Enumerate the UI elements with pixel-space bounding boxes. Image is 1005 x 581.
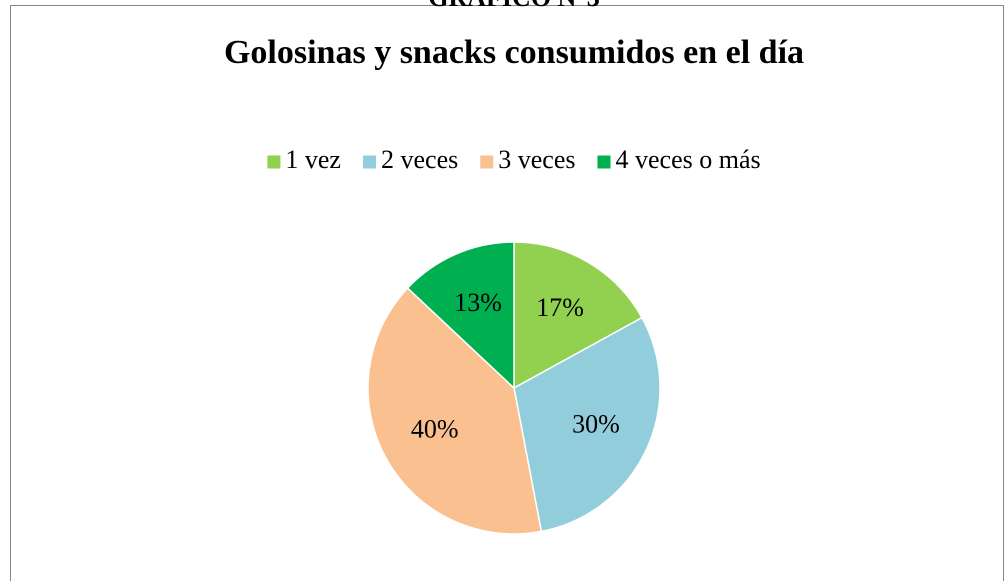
legend-swatch bbox=[267, 155, 281, 169]
data-label: 40% bbox=[411, 415, 459, 444]
legend-label: 1 vez bbox=[285, 145, 341, 174]
legend-swatch bbox=[362, 155, 376, 169]
pie-slice bbox=[406, 241, 515, 390]
legend-label: 3 veces bbox=[498, 145, 575, 174]
data-label: 30% bbox=[572, 410, 620, 439]
legend-label: 4 veces o más bbox=[615, 145, 760, 174]
legend-swatch bbox=[480, 155, 494, 169]
pie-slice bbox=[513, 241, 643, 390]
data-label: 13% bbox=[454, 288, 502, 317]
page-title: GRÁFICO N°3 bbox=[428, 0, 599, 12]
data-label: 17% bbox=[536, 293, 584, 322]
chart-title: Golosinas y snacks consumidos en el día bbox=[224, 34, 804, 71]
pie-slice bbox=[513, 316, 661, 533]
legend-label: 2 veces bbox=[381, 145, 458, 174]
legend-swatch bbox=[597, 155, 611, 169]
pie-slice bbox=[367, 286, 543, 535]
